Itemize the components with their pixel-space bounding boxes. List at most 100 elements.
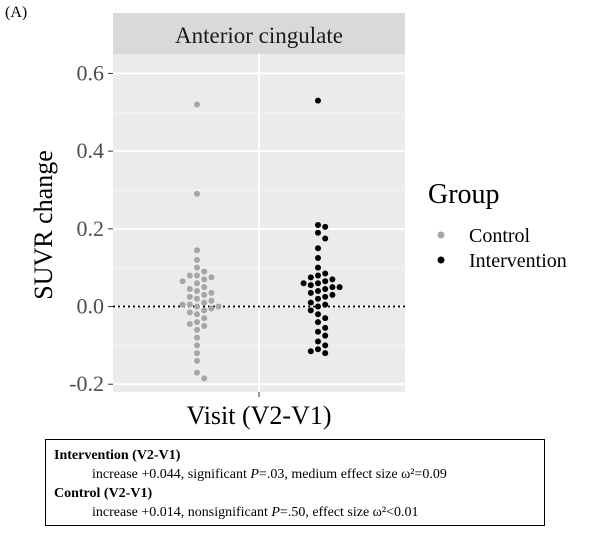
intervention-point (322, 342, 329, 349)
intervention-point (315, 328, 321, 335)
intervention-point (322, 223, 329, 230)
intervention-point (322, 332, 329, 339)
control-point (194, 190, 200, 197)
intervention-point (315, 221, 321, 228)
y-tick-label: 0.6 (77, 60, 105, 85)
intervention-point (322, 324, 329, 331)
control-point (194, 326, 200, 333)
control-point (201, 268, 208, 275)
intervention-point (307, 348, 314, 355)
intervention-point (307, 307, 314, 314)
control-point (201, 276, 208, 283)
control-point (186, 293, 193, 300)
control-point (194, 256, 200, 263)
legend-title: Group (428, 179, 500, 210)
intervention-point (315, 264, 321, 271)
control-point (208, 297, 215, 304)
control-point (194, 280, 200, 287)
control-point (194, 311, 200, 318)
intervention-point (315, 338, 321, 345)
intervention-point (300, 280, 307, 287)
stats-heading-intervention: Intervention (V2-V1) (54, 448, 181, 463)
control-point (194, 357, 200, 364)
control-point (186, 309, 193, 316)
y-tick-label: 0.4 (77, 138, 105, 163)
intervention-point (322, 235, 329, 242)
intervention-point (315, 295, 321, 302)
stats-line-intervention: increase +0.044, significant P=.03, medi… (92, 467, 447, 482)
control-point (194, 272, 200, 279)
legend-key-intervention (437, 256, 445, 264)
intervention-point (322, 301, 329, 308)
intervention-point (322, 278, 329, 285)
intervention-point (336, 284, 343, 291)
control-point (194, 303, 200, 310)
facet-strip (113, 13, 405, 54)
legend-label-intervention: Intervention (469, 250, 567, 272)
control-point (179, 278, 186, 285)
intervention-point (307, 274, 314, 281)
panel-label: (A) (5, 4, 28, 21)
intervention-point (315, 346, 321, 353)
intervention-point (315, 245, 321, 252)
y-tick-label: 0.2 (77, 216, 105, 241)
intervention-point (322, 315, 329, 322)
control-point (194, 295, 200, 302)
intervention-point (322, 293, 329, 300)
intervention-point (307, 289, 314, 296)
intervention-point (322, 270, 329, 277)
stats-heading-control: Control (V2-V1) (54, 486, 153, 501)
control-point (194, 319, 200, 326)
control-point (194, 287, 200, 294)
control-point (215, 303, 222, 310)
intervention-point (322, 286, 329, 293)
control-point (186, 272, 193, 279)
facet-title: Anterior cingulate (175, 23, 343, 48)
control-point (186, 286, 193, 293)
intervention-point (329, 291, 336, 298)
control-point (186, 321, 193, 328)
control-point (208, 274, 215, 281)
control-point (186, 301, 193, 308)
legend-key-control (437, 231, 445, 239)
intervention-point (315, 311, 321, 318)
intervention-point (329, 284, 336, 291)
control-point (194, 350, 200, 357)
y-axis-label: SUVR change (29, 150, 58, 299)
intervention-point (315, 303, 321, 310)
control-point (201, 291, 208, 298)
intervention-point (315, 287, 321, 294)
intervention-point (322, 350, 329, 357)
intervention-point (315, 254, 321, 261)
control-point (208, 305, 215, 312)
intervention-point (307, 299, 314, 306)
x-axis-label: Visit (V2-V1) (186, 401, 331, 430)
control-point (194, 247, 200, 254)
control-point (194, 369, 200, 376)
intervention-point (315, 319, 321, 326)
control-point (201, 375, 208, 382)
control-point (194, 101, 200, 108)
intervention-point (307, 282, 314, 289)
control-point (194, 264, 200, 271)
y-tick-label: 0.0 (77, 294, 105, 319)
control-point (201, 307, 208, 314)
statistics-box: Intervention (V2-V1) increase +0.044, si… (45, 439, 545, 526)
control-point (194, 342, 200, 349)
intervention-point (315, 229, 321, 236)
control-point (194, 334, 200, 341)
control-point (208, 289, 215, 296)
control-point (201, 322, 208, 329)
control-point (201, 315, 208, 322)
y-tick-label: -0.2 (69, 371, 104, 396)
control-point (179, 301, 186, 308)
intervention-point (315, 280, 321, 287)
intervention-point (315, 272, 321, 279)
control-point (201, 299, 208, 306)
legend-label-control: Control (469, 225, 531, 247)
control-point (201, 284, 208, 291)
stats-line-control: increase +0.014, nonsignificant P=.50, e… (92, 505, 419, 520)
chart: Anterior cingulate -0.2 0.0 0.2 0.4 0.6 SUVR… (29, 13, 567, 430)
intervention-point (329, 276, 336, 283)
intervention-point (315, 97, 321, 104)
